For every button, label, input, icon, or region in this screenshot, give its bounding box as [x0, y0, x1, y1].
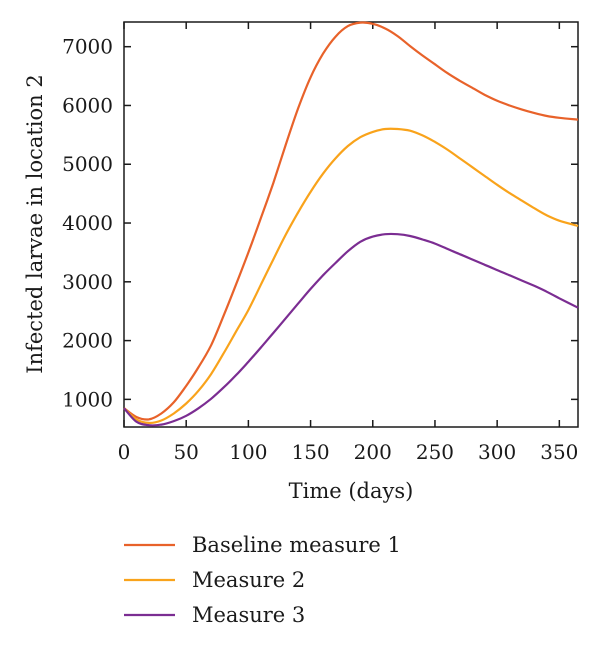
y-tick-label: 2000 — [62, 329, 113, 353]
x-tick-label: 100 — [229, 440, 267, 464]
series-line-3 — [123, 232, 579, 427]
x-tick-label: 250 — [416, 440, 454, 464]
legend-label: Measure 3 — [192, 603, 305, 627]
legend-label: Measure 2 — [192, 568, 305, 592]
y-tick-label: 4000 — [62, 211, 113, 235]
y-axis-ticks: 1000 2000 3000 4000 5000 6000 7000 — [62, 35, 578, 411]
x-tick-label: 300 — [478, 440, 516, 464]
plot-frame — [123, 21, 579, 428]
x-tick-label: 0 — [118, 440, 131, 464]
legend-label: Baseline measure 1 — [192, 533, 401, 557]
y-tick-label: 1000 — [62, 387, 113, 411]
legend: Baseline measure 1 Measure 2 Measure 3 — [124, 533, 401, 627]
x-tick-label: 200 — [354, 440, 392, 464]
series-line-2 — [123, 127, 579, 425]
y-tick-label: 5000 — [62, 152, 113, 176]
y-tick-label: 6000 — [62, 93, 113, 117]
y-axis-label: Infected larvae in location 2 — [23, 74, 47, 373]
x-tick-label: 150 — [291, 440, 329, 464]
series-lines — [123, 21, 579, 427]
x-axis-label: Time (days) — [289, 479, 414, 503]
y-tick-label: 7000 — [62, 35, 113, 59]
x-tick-label: 50 — [173, 440, 198, 464]
series-line-1 — [123, 21, 579, 421]
y-tick-label: 3000 — [62, 270, 113, 294]
x-tick-label: 350 — [540, 440, 578, 464]
x-axis-ticks: 0 50 100 150 200 250 300 350 — [118, 22, 578, 464]
